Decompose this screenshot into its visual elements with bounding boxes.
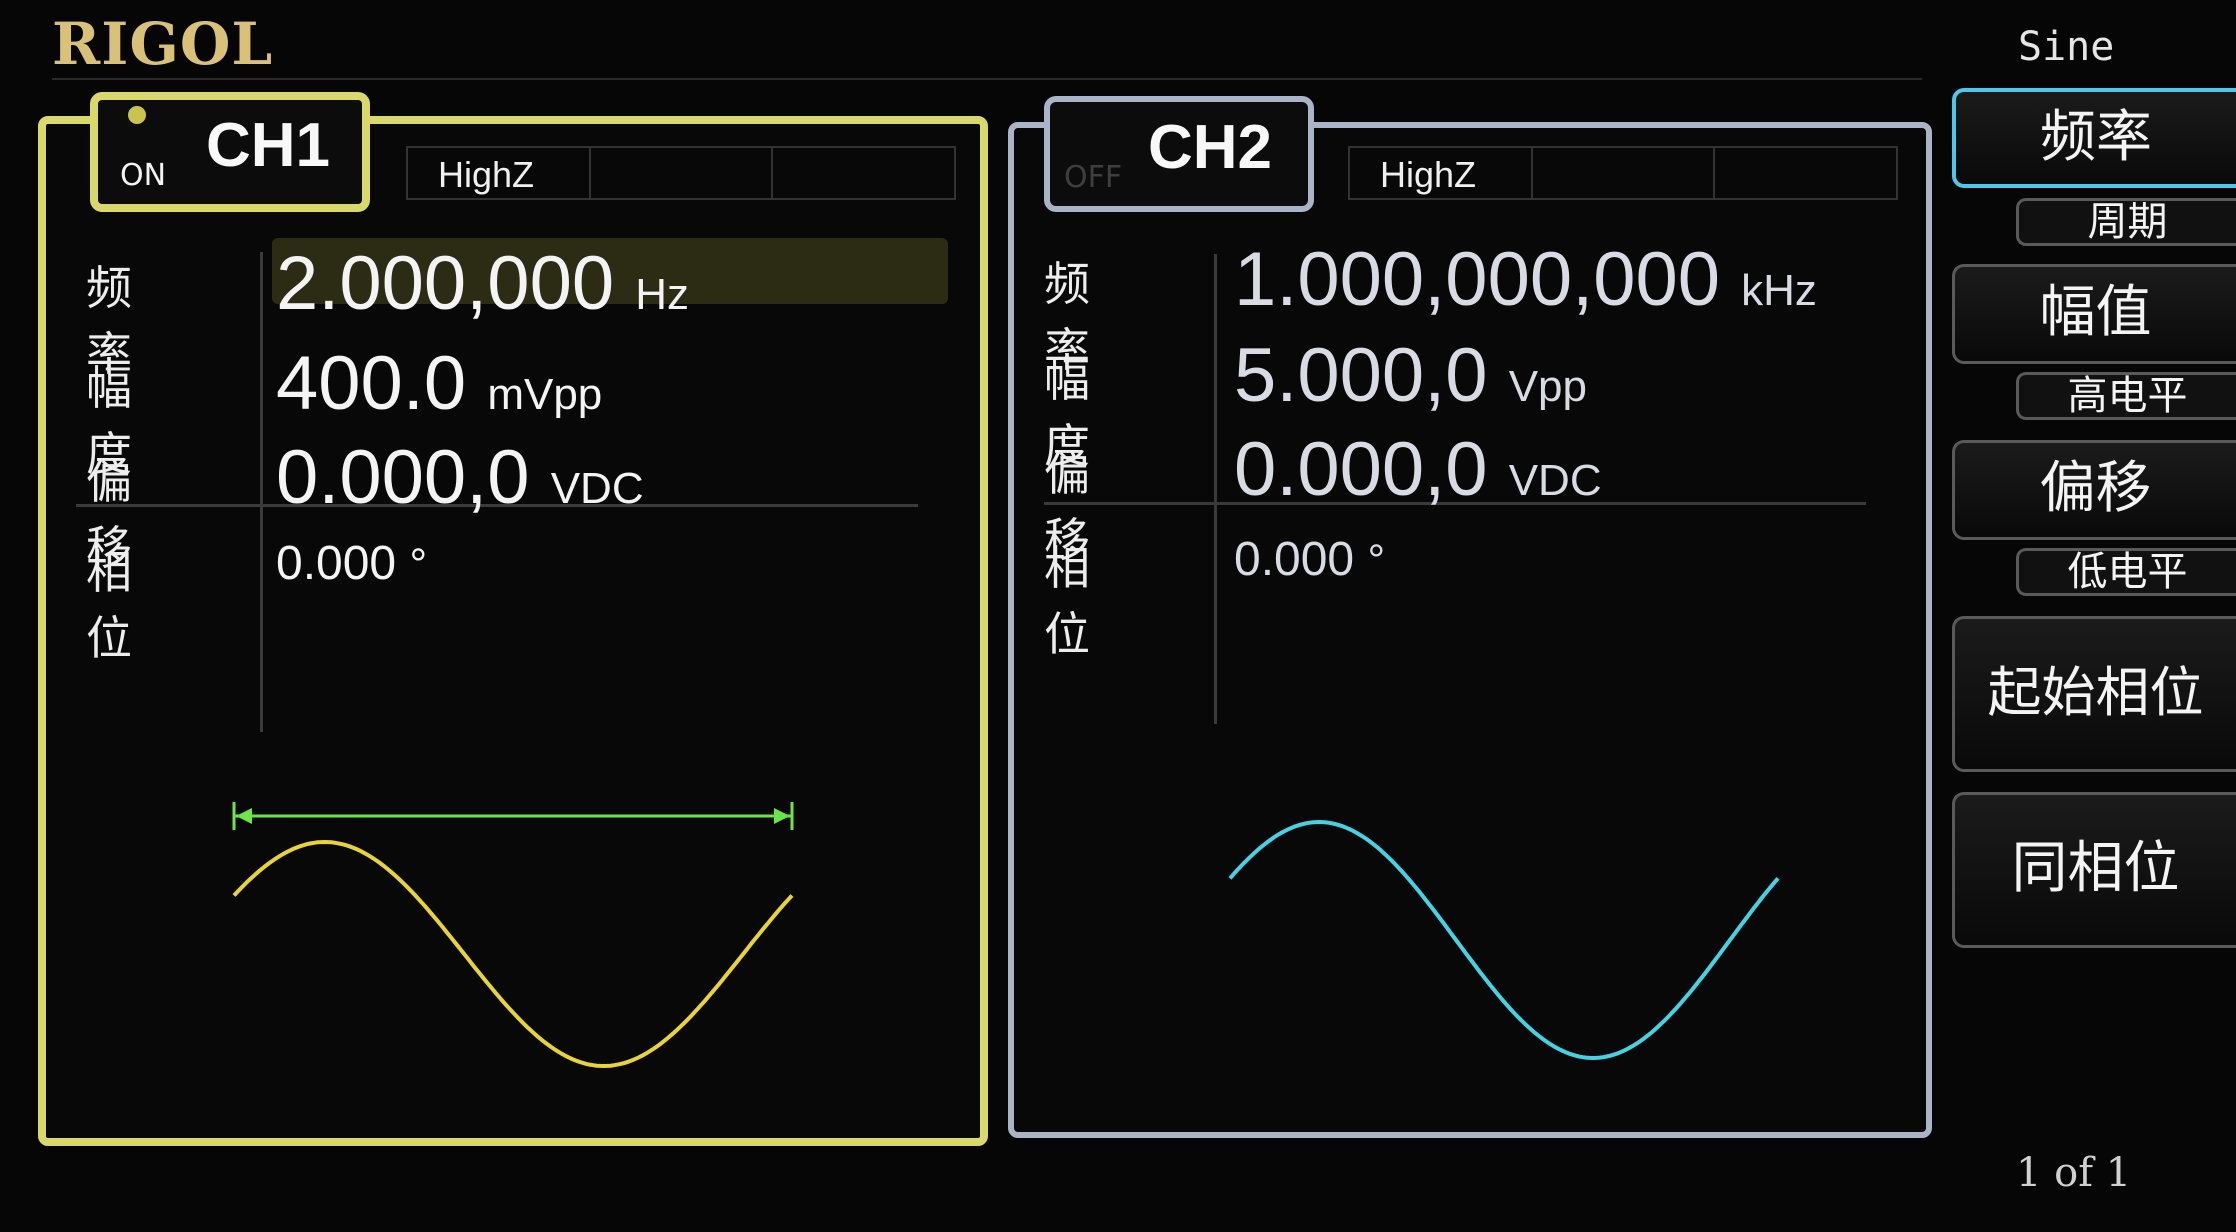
param-column-divider — [260, 252, 263, 732]
softkey-low-level-option[interactable]: 低电平 — [2016, 548, 2236, 596]
param-row-divider — [76, 504, 918, 507]
offset-label: 偏移 — [1044, 447, 1090, 567]
channel-2-status-bar: HighZ — [1348, 146, 1898, 200]
channel-2-status-slot — [1533, 148, 1716, 198]
rigol-logo: RIGOL — [52, 10, 274, 78]
channel-2-output-state: OFF — [1064, 160, 1123, 195]
softkey-period-option[interactable]: 周期 — [2016, 198, 2236, 246]
offset-label: 偏移 — [86, 455, 132, 575]
channel-1-tab[interactable]: ON CH1 — [90, 92, 370, 212]
channel-2-tab[interactable]: OFF CH2 — [1044, 96, 1314, 212]
frequency-value[interactable]: 1.000,000,000 kHz — [1234, 237, 1817, 322]
amplitude-value[interactable]: 400.0 mVpp — [276, 341, 603, 426]
menu-page-indicator: 1 of 1 — [2016, 1150, 2132, 1196]
frequency-label: 频率 — [1044, 257, 1090, 377]
channel-1-panel[interactable]: ON CH1 HighZ 频率 2.000,000 Hz 幅度 400.0 mV… — [38, 92, 988, 1146]
amplitude-value[interactable]: 5.000,0 Vpp — [1234, 333, 1587, 418]
period-marker — [232, 802, 794, 830]
period-marker-left-arrow-icon — [236, 808, 252, 824]
softkey-start-phase[interactable]: 起始相位 — [1952, 616, 2236, 772]
frequency-label: 频率 — [86, 261, 132, 381]
frequency-value[interactable]: 2.000,000 Hz — [276, 241, 690, 326]
softkey-frequency[interactable]: 频率 — [1952, 88, 2236, 188]
channel-1-selected-param-highlight — [272, 238, 948, 304]
phase-label: 相位 — [1044, 541, 1090, 661]
phase-value[interactable]: 0.000 ° — [1234, 533, 1386, 586]
period-marker-right-arrow-icon — [774, 808, 790, 824]
channel-1-status-bar: HighZ — [406, 146, 956, 200]
channel-1-sine-trace — [232, 839, 794, 1069]
phase-label: 相位 — [86, 545, 132, 665]
offset-value[interactable]: 0.000,0 VDC — [276, 435, 644, 520]
waveform-mode-label: Sine — [2018, 24, 2115, 70]
phase-value[interactable]: 0.000 ° — [276, 537, 428, 590]
softkey-align-phase[interactable]: 同相位 — [1952, 792, 2236, 948]
channel-2-waveform-preview — [1228, 819, 1780, 1061]
channel-1-output-state: ON — [120, 158, 167, 193]
softkey-high-level-option[interactable]: 高电平 — [2016, 372, 2236, 420]
amplitude-label: 幅度 — [86, 361, 132, 481]
param-column-divider — [1214, 254, 1217, 724]
amplitude-label: 幅度 — [1044, 353, 1090, 473]
channel-2-panel[interactable]: OFF CH2 HighZ 频率 1.000,000,000 kHz 幅度 5.… — [1008, 96, 1932, 1138]
softkey-offset[interactable]: 偏移 — [1952, 440, 2236, 540]
offset-value[interactable]: 0.000,0 VDC — [1234, 427, 1602, 512]
channel-1-load: HighZ — [408, 148, 591, 198]
softkey-amplitude[interactable]: 幅值 — [1952, 264, 2236, 364]
param-row-divider — [1044, 502, 1866, 505]
channel-1-label: CH1 — [206, 111, 331, 180]
channel-2-label: CH2 — [1148, 113, 1273, 182]
channel-2-load: HighZ — [1350, 148, 1533, 198]
channel-1-waveform-preview — [232, 802, 794, 1069]
channel-1-status-slot — [591, 148, 774, 198]
channel-2-sine-trace — [1228, 819, 1780, 1061]
header-divider — [52, 78, 1922, 80]
channel-1-output-led-icon — [128, 106, 146, 124]
